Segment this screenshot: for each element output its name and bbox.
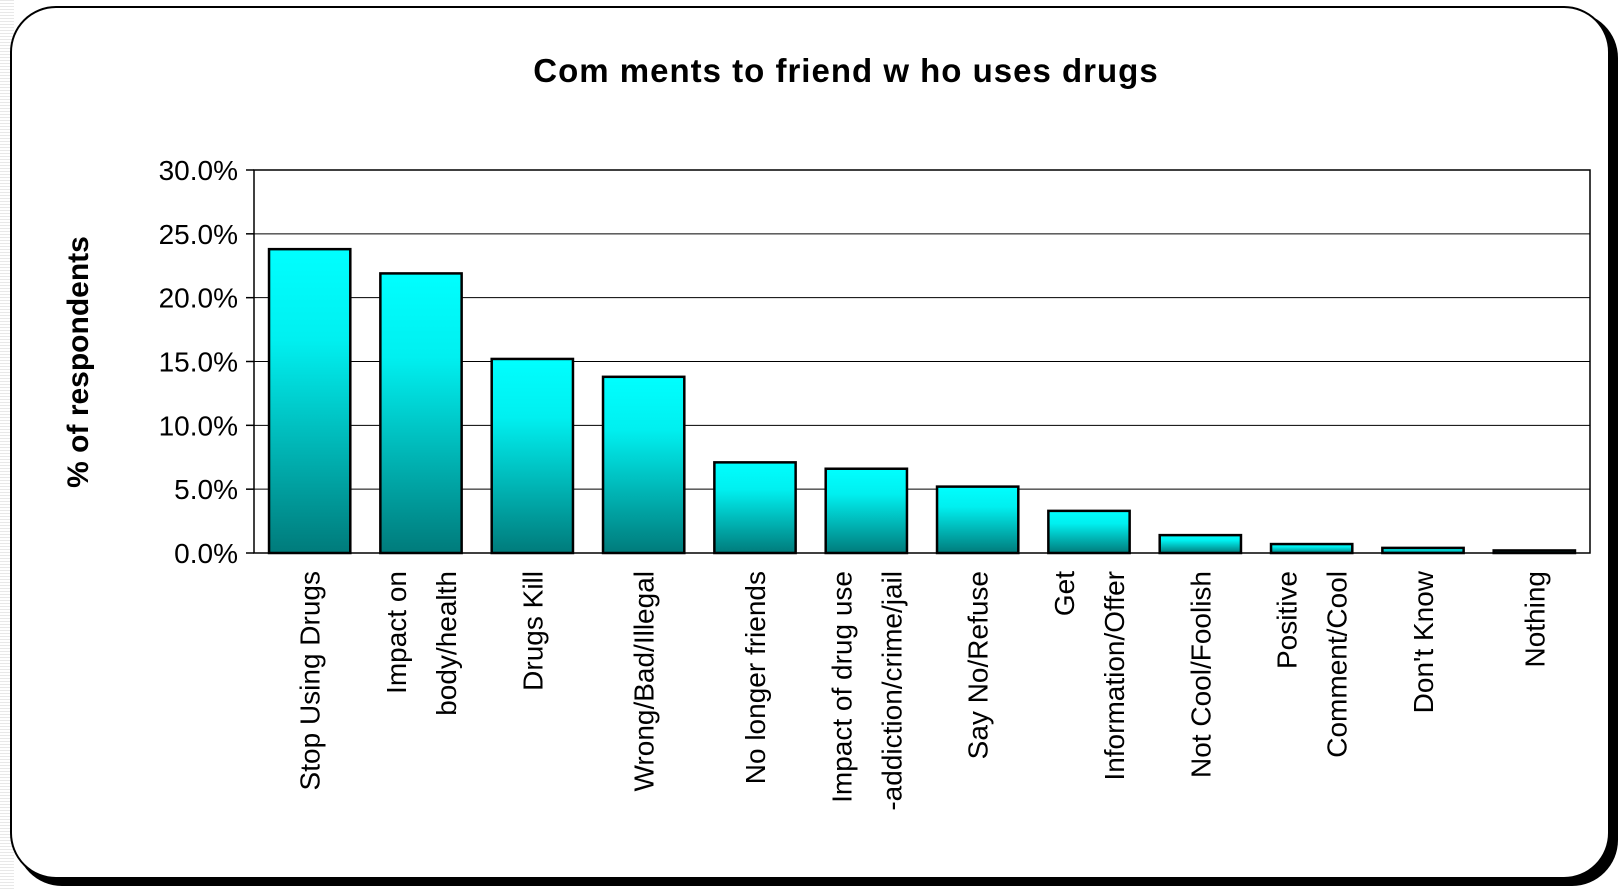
y-tick-label: 5.0% bbox=[174, 474, 238, 505]
bar bbox=[713, 461, 797, 555]
y-tick-label: 0.0% bbox=[174, 538, 238, 569]
y-tick-label: 25.0% bbox=[159, 219, 238, 250]
x-category-label: Get bbox=[1049, 571, 1080, 616]
x-axis-category-labels: Stop Using Drugs Impact on body/health Drug… bbox=[295, 570, 1551, 810]
bars bbox=[267, 247, 1577, 555]
y-tick-label: 20.0% bbox=[159, 283, 238, 314]
x-category-label: Not Cool/Foolish bbox=[1185, 571, 1216, 778]
bar bbox=[824, 467, 909, 555]
bar bbox=[379, 272, 463, 555]
bar bbox=[935, 485, 1020, 555]
grid-lines bbox=[254, 233, 1590, 490]
x-category-label: Drugs Kill bbox=[517, 571, 548, 691]
y-tick-label: 10.0% bbox=[159, 410, 238, 441]
x-category-label: body/health bbox=[431, 571, 462, 716]
y-tick-label: 30.0% bbox=[159, 155, 238, 186]
x-category-label: Impact of drug use bbox=[826, 571, 857, 803]
x-category-label: Stop Using Drugs bbox=[295, 571, 326, 790]
bar bbox=[1381, 546, 1465, 555]
x-category-label: Comment/Cool bbox=[1322, 571, 1353, 758]
bar bbox=[1269, 542, 1354, 555]
x-category-label: No longer friends bbox=[740, 571, 771, 784]
bar bbox=[267, 247, 352, 555]
bar bbox=[601, 375, 686, 555]
bar bbox=[1158, 533, 1243, 555]
y-tick-label: 15.0% bbox=[159, 347, 238, 378]
y-axis-label: % of respondents bbox=[62, 236, 95, 488]
x-category-label: Information/Offer bbox=[1099, 571, 1130, 781]
x-category-label: Wrong/Bad/Illegal bbox=[629, 571, 660, 792]
x-category-label: Positive bbox=[1272, 571, 1303, 669]
bar bbox=[1047, 509, 1131, 555]
bar bbox=[490, 357, 575, 555]
x-category-label: Say No/Refuse bbox=[963, 571, 994, 759]
chart-title: Com ments to friend w ho uses drugs bbox=[533, 52, 1158, 89]
x-category-label: Don't Know bbox=[1408, 570, 1439, 713]
plot-area-border bbox=[253, 169, 1591, 554]
y-axis-ticks: 0.0% 5.0% 10.0% 15.0% 20.0% 25.0% 30.0% bbox=[159, 155, 254, 569]
x-category-label: Nothing bbox=[1519, 571, 1550, 668]
x-category-label: Impact on bbox=[381, 571, 412, 694]
x-category-label: -addiction/crime/jail bbox=[876, 571, 907, 811]
